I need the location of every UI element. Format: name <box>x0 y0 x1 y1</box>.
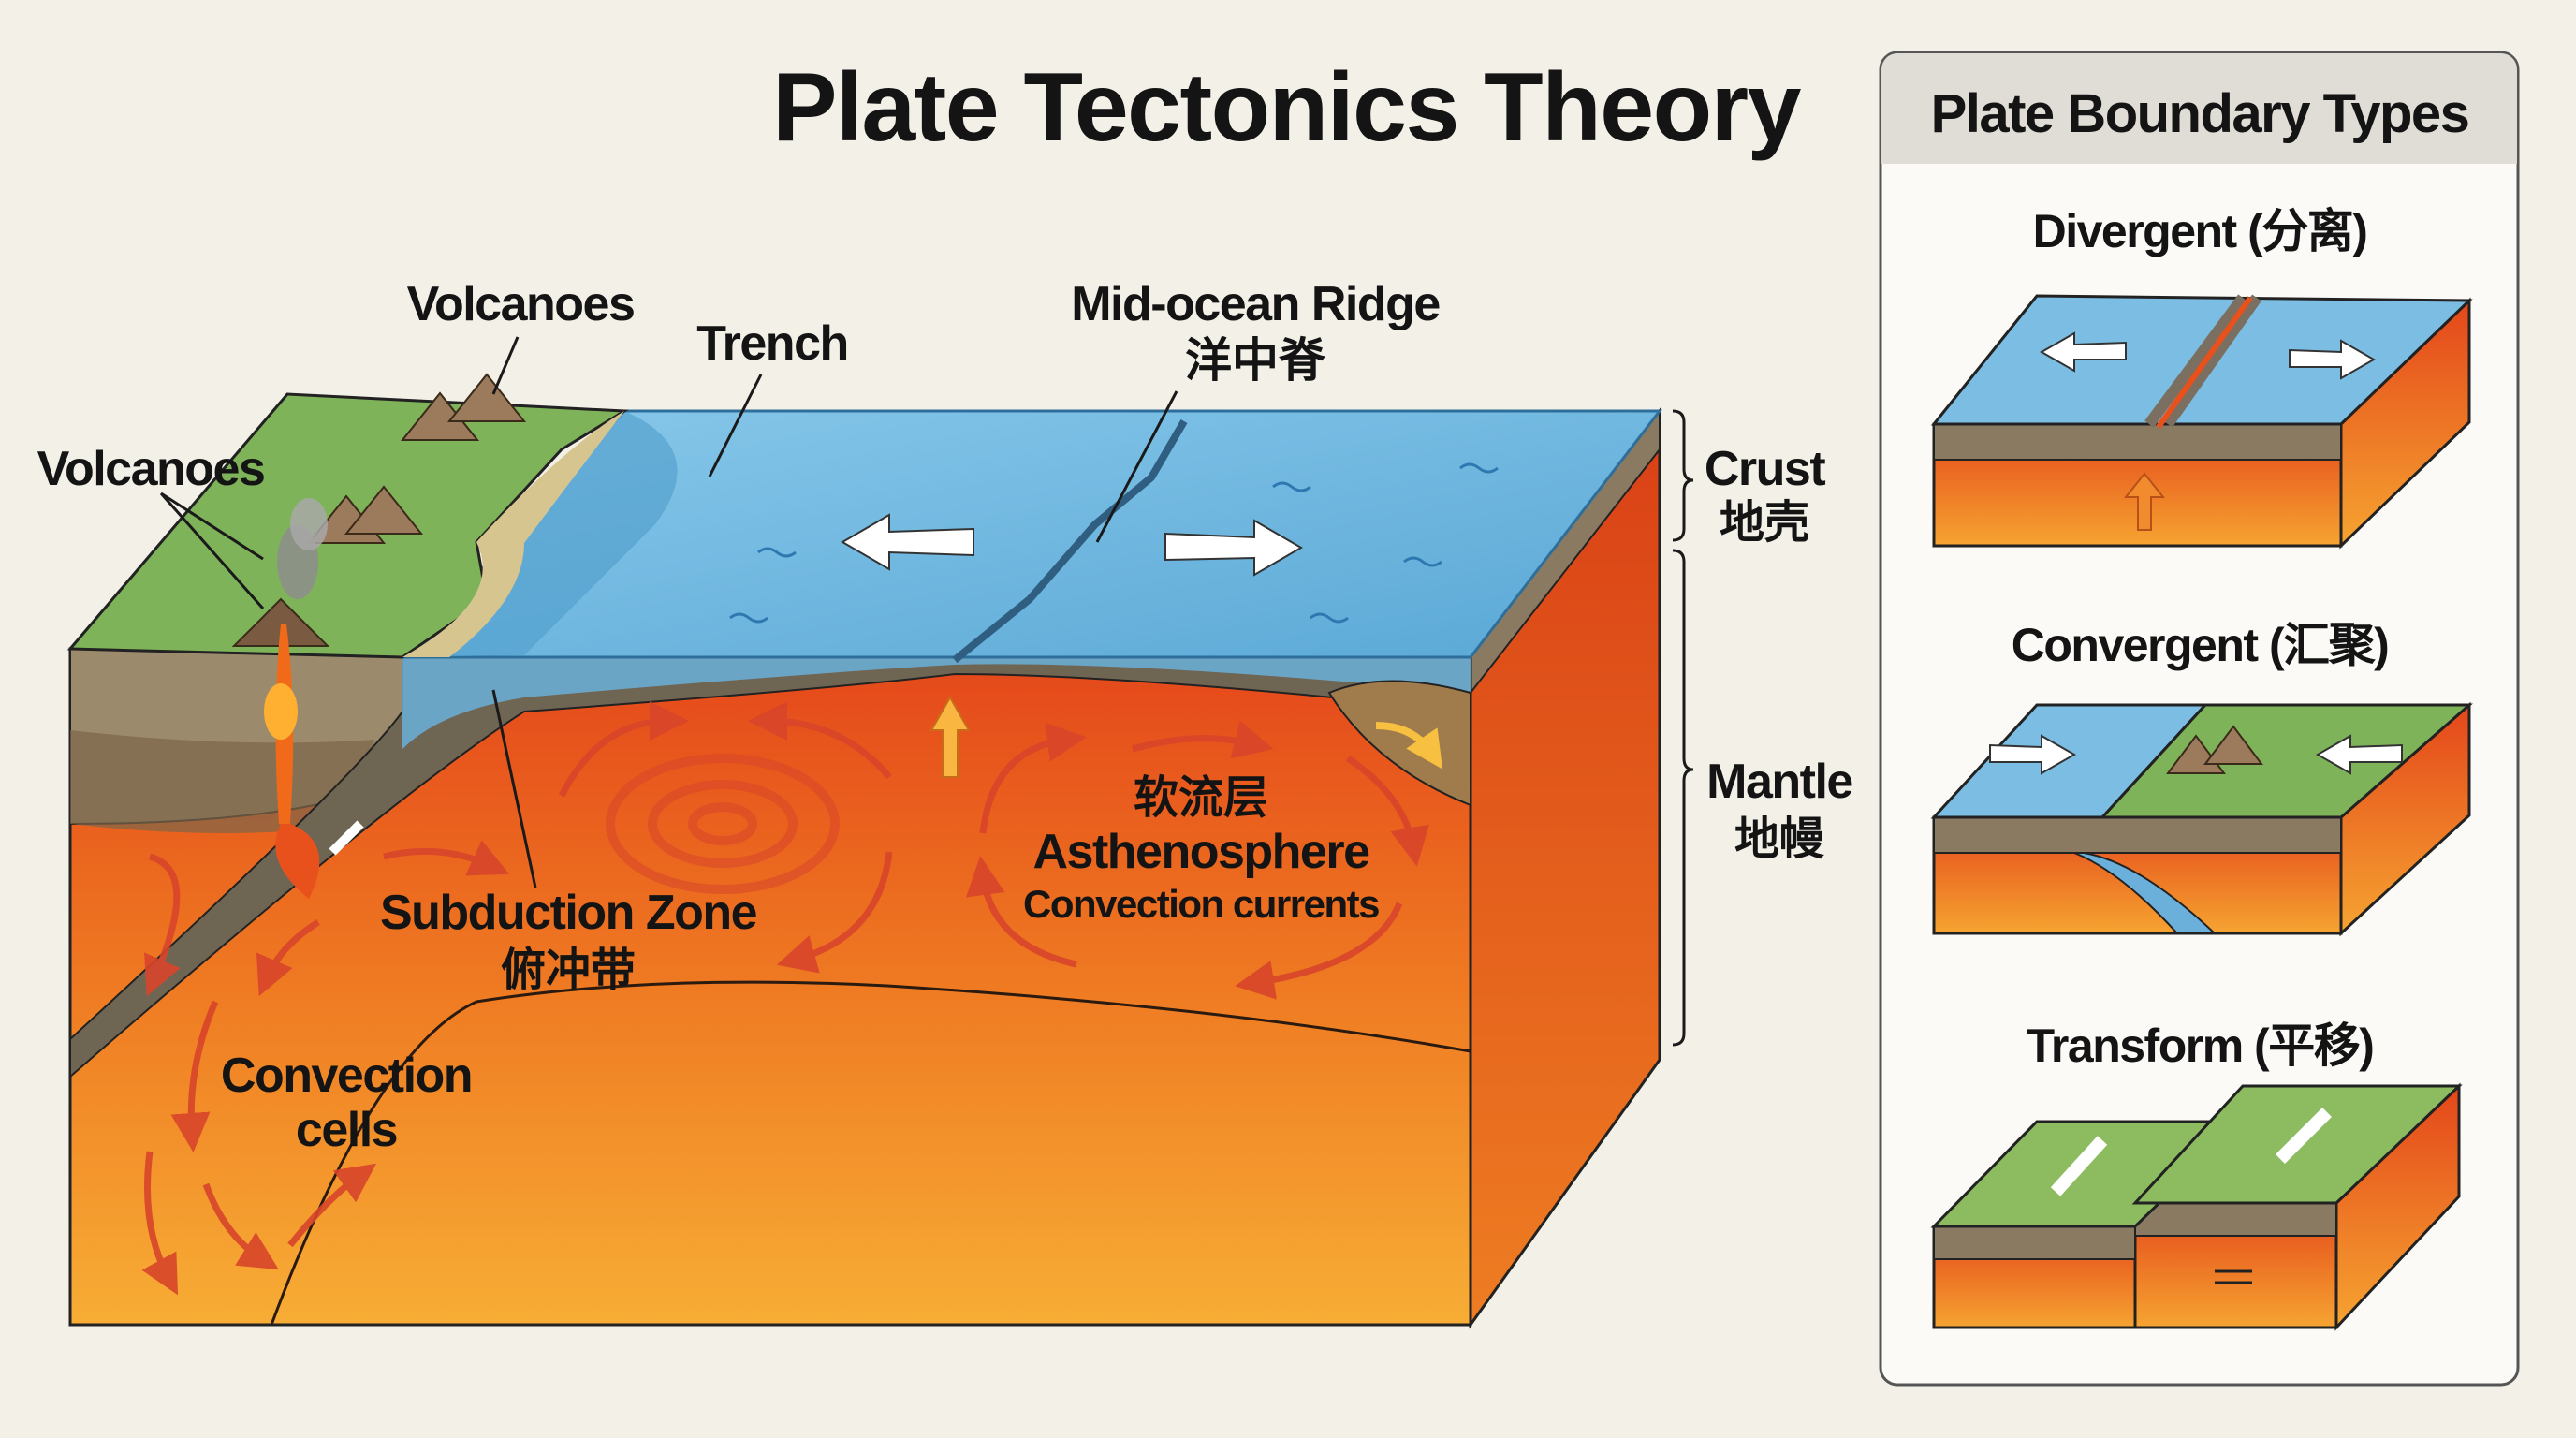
convection-arrow <box>979 722 1087 834</box>
label-convection-cells-2: cells <box>296 1103 397 1157</box>
earth-cross-section <box>66 373 1663 1329</box>
subduction-arrow-icon <box>329 820 364 856</box>
convection-spiral <box>606 754 840 894</box>
continental-crust-lower <box>70 730 374 833</box>
label-mantle-zh: 地幔 <box>1734 813 1824 865</box>
convergent-block <box>1930 701 2473 937</box>
panel-title: Plate Boundary Types <box>1931 83 2469 144</box>
label-ridge-en: Mid-ocean Ridge <box>1071 277 1440 331</box>
label-ridge-zh: 洋中脊 <box>1185 333 1326 388</box>
convection-arrow <box>965 856 1077 968</box>
divergent-block <box>1930 294 2473 550</box>
mountains <box>231 373 527 647</box>
label-volcanoes-left: Volcanoes <box>37 442 265 496</box>
oceanic-crust-slab <box>69 656 1471 1079</box>
leader-lines <box>159 336 1178 888</box>
arrow-right-icon <box>1989 734 2077 775</box>
label-mantle-en: Mantle <box>1706 755 1852 809</box>
transform-block <box>1930 1082 2463 1331</box>
convection-arrow <box>144 853 181 997</box>
arrow-right-icon <box>1164 519 1303 577</box>
label-subduction-en: Subduction Zone <box>380 886 757 940</box>
arrow-down-left-icon <box>2050 1136 2108 1196</box>
label-convection-cells-1: Convection <box>221 1049 472 1103</box>
convection-arrow <box>1235 902 1403 1000</box>
convection-arrow <box>1346 756 1429 867</box>
coastline <box>402 411 624 657</box>
convection-arrow <box>383 840 510 876</box>
convection-arrow <box>170 1000 219 1152</box>
convection-arrow <box>776 851 893 974</box>
convection-arrow <box>256 919 320 997</box>
boundary-types-panel: Plate Boundary Types Divergent (分离) Conv… <box>1879 51 2520 1387</box>
label-trench: Trench <box>696 316 848 371</box>
arrow-left-icon <box>2039 331 2127 373</box>
waves <box>729 462 1499 624</box>
label-convergent: Convergent (汇聚) <box>2012 619 2389 671</box>
label-crust-en: Crust <box>1705 442 1825 496</box>
arrow-right-icon <box>2289 339 2377 380</box>
label-convection-currents: Convection currents <box>1023 882 1379 926</box>
panel-header <box>1881 53 2517 164</box>
label-subduction-zh: 俯冲带 <box>501 944 636 996</box>
ocean-front-face <box>402 657 1471 749</box>
shear-arrows-icon <box>2215 1269 2252 1284</box>
label-transform: Transform (平移) <box>2027 1020 2374 1072</box>
arrow-left-icon <box>841 513 974 571</box>
arrow-up-icon <box>2123 472 2166 531</box>
convection-arrow <box>558 701 689 798</box>
upwelling-arrow-icon <box>929 695 971 778</box>
convection-arrow <box>141 1151 179 1296</box>
mantle-brace <box>1672 549 1694 1047</box>
convection-arrows <box>141 701 1429 1296</box>
label-asthenosphere-zh: 软流层 <box>1134 771 1268 824</box>
label-volcanoes-top: Volcanoes <box>407 277 635 331</box>
wedge <box>1327 680 1471 807</box>
label-divergent: Divergent (分离) <box>2033 205 2367 257</box>
label-crust-zh: 地壳 <box>1720 496 1809 549</box>
wedge-arrow-icon <box>1375 722 1443 770</box>
convection-arrow <box>287 1163 377 1248</box>
arrow-left-icon <box>2315 734 2403 775</box>
convection-arrow <box>748 701 892 780</box>
page-title: Plate Tectonics Theory <box>772 53 1802 162</box>
convection-arrow <box>202 1182 279 1270</box>
asthenosphere-boundary <box>270 980 1471 1326</box>
convection-arrow <box>1132 720 1274 759</box>
volcano <box>264 498 328 899</box>
ridge-rift <box>952 418 1188 664</box>
crust-brace <box>1672 409 1694 542</box>
labels: Volcanoes Trench Mid-ocean Ridge 洋中脊 Vol… <box>37 277 1854 1157</box>
label-asthenosphere-en: Asthenosphere <box>1032 825 1369 879</box>
arrow-up-right-icon <box>2276 1108 2332 1164</box>
